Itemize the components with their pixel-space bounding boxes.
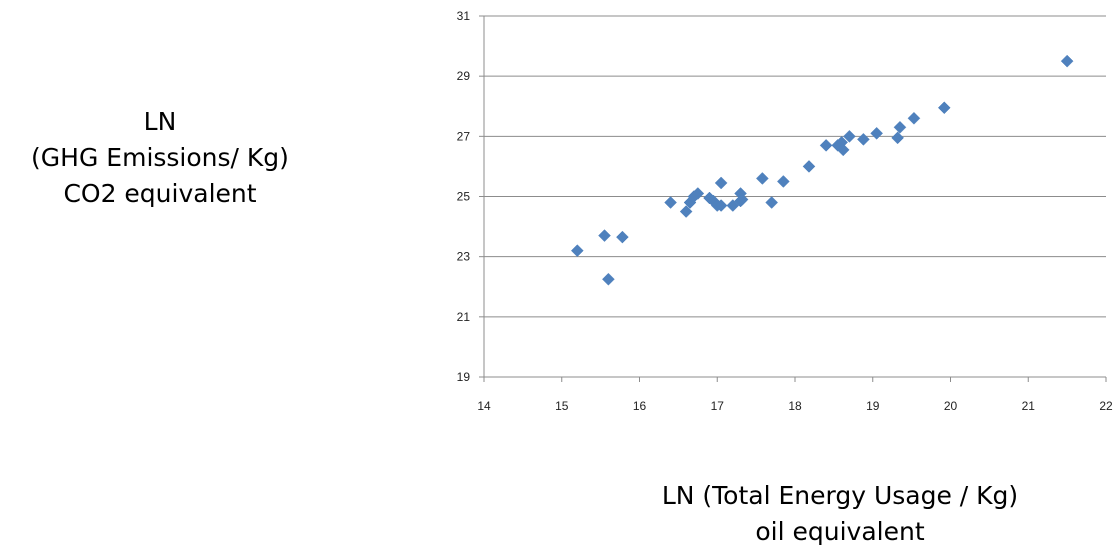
tick-labels: 19 21 23 25 27 29 31 14 15 16 17 18 19 20 21 22 — [457, 9, 1113, 413]
data-point — [843, 129, 856, 143]
data-point — [907, 111, 921, 125]
gridlines — [484, 15, 1106, 318]
data-point — [857, 132, 870, 146]
y-tick-label-25: 25 — [457, 190, 471, 204]
y-axis-title-line-2: (GHG Emissions/ Kg) — [31, 143, 289, 172]
x-tick-label-15: 15 — [555, 399, 569, 413]
x-tick-label-20: 20 — [944, 399, 958, 413]
y-tick-label-19: 19 — [457, 370, 471, 384]
data-point — [1060, 54, 1074, 68]
y-axis-title-line-3: CO2 equivalent — [63, 179, 257, 208]
data-point — [616, 230, 629, 244]
x-tick-label-14: 14 — [477, 399, 491, 413]
y-axis-title: LN (GHG Emissions/ Kg) CO2 equivalent — [0, 104, 320, 212]
y-axis-title-line-1: LN — [143, 107, 177, 136]
data-point — [776, 175, 790, 188]
data-point — [937, 101, 951, 115]
x-tick-label-16: 16 — [633, 399, 647, 413]
y-tick-label-21: 21 — [457, 310, 471, 324]
x-tick-label-17: 17 — [711, 399, 725, 413]
data-point — [735, 193, 749, 206]
scatter-chart: 19 21 23 25 27 29 31 14 15 16 17 18 19 20 21 22 — [457, 9, 1113, 413]
axes — [479, 15, 1107, 382]
y-tick-label-23: 23 — [457, 250, 471, 264]
data-point — [891, 131, 904, 145]
data-point — [802, 160, 816, 173]
data-point — [570, 244, 584, 258]
data-point — [714, 199, 728, 212]
data-points — [570, 54, 1074, 286]
x-axis-title-line-1: LN (Total Energy Usage / Kg) — [661, 481, 1019, 510]
x-tick-label-19: 19 — [866, 399, 880, 413]
x-axis-title-line-2: oil equivalent — [755, 517, 925, 546]
data-point — [691, 187, 705, 200]
data-point — [836, 143, 850, 157]
data-point — [598, 229, 611, 242]
data-point — [714, 176, 728, 190]
y-tick-label-31: 31 — [457, 9, 471, 23]
x-tick-label-18: 18 — [788, 399, 802, 413]
data-point — [870, 126, 883, 140]
data-point — [765, 196, 779, 209]
data-point — [679, 205, 693, 218]
x-tick-label-22: 22 — [1099, 399, 1113, 413]
y-tick-label-29: 29 — [457, 69, 471, 83]
x-axis-title: LN (Total Energy Usage / Kg) oil equival… — [560, 478, 1119, 550]
data-point — [664, 196, 677, 209]
y-tick-label-27: 27 — [457, 129, 471, 143]
data-point — [819, 139, 833, 152]
data-point — [602, 272, 615, 286]
data-point — [893, 120, 907, 134]
x-tick-label-21: 21 — [1022, 399, 1036, 413]
data-point — [755, 172, 769, 185]
